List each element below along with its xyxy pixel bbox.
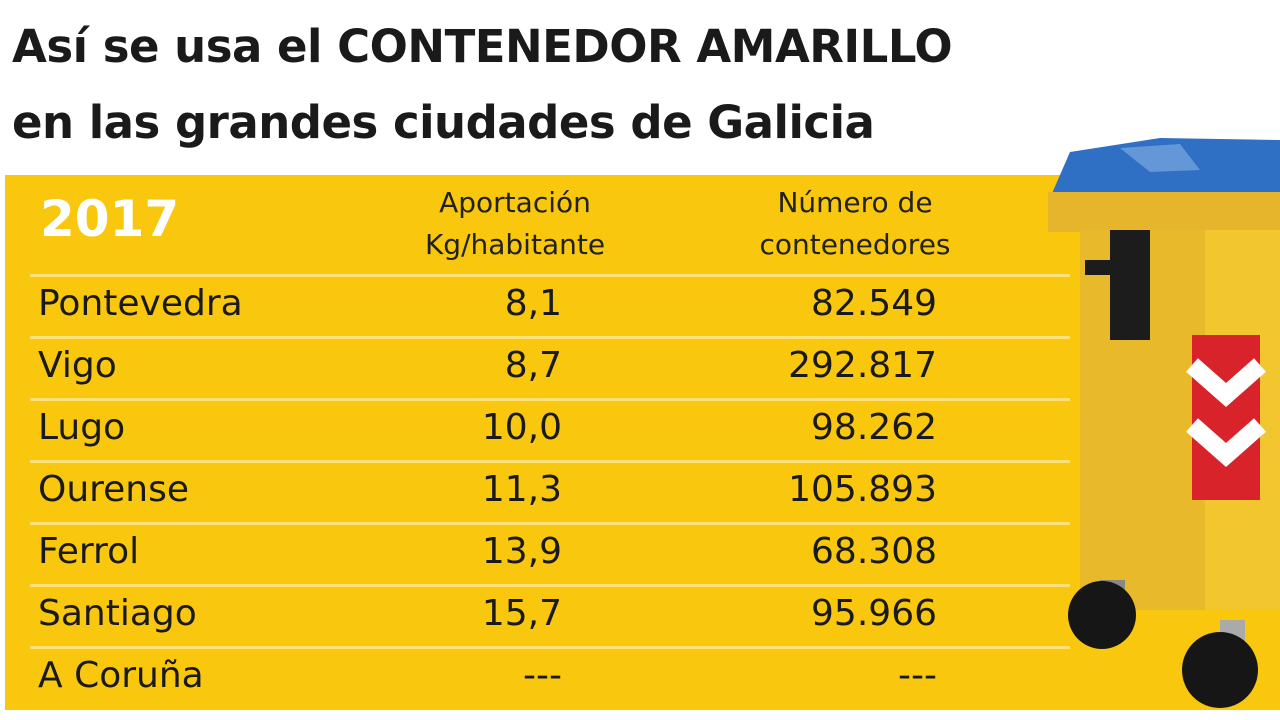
city-name: Ferrol <box>38 531 140 572</box>
table-row: Pontevedra 8,1 82.549 <box>30 274 1070 337</box>
table-row: Ourense 11,3 105.893 <box>30 460 1070 523</box>
kg-per-inhabitant: 8,7 <box>504 345 562 386</box>
table-row: Santiago 15,7 95.966 <box>30 584 1070 647</box>
kg-per-inhabitant: 8,1 <box>504 283 562 324</box>
city-name: Ourense <box>38 469 190 510</box>
kg-per-inhabitant: --- <box>523 655 562 696</box>
container-image <box>1048 138 1280 708</box>
header-line: Número de <box>777 186 933 219</box>
wheel-icon <box>1182 632 1258 708</box>
city-name: A Coruña <box>38 655 204 696</box>
container-rim <box>1048 192 1280 232</box>
table-panel <box>5 175 1280 710</box>
header-line: Kg/habitante <box>424 228 606 261</box>
container-handle <box>1110 230 1150 340</box>
container-count: 68.308 <box>811 531 937 572</box>
column-header-kg: Aportación Kg/habitante <box>385 182 645 266</box>
kg-per-inhabitant: 11,3 <box>481 469 562 510</box>
table-row: Vigo 8,7 292.817 <box>30 336 1070 399</box>
header-line: contenedores <box>759 228 951 261</box>
title-line-2: en las grandes ciudades de Galicia <box>12 96 875 149</box>
container-count: 292.817 <box>788 345 937 386</box>
container-count: 82.549 <box>811 283 937 324</box>
kg-per-inhabitant: 10,0 <box>481 407 562 448</box>
header-line: Aportación <box>439 186 591 219</box>
city-name: Vigo <box>38 345 117 386</box>
reflective-chevron <box>1186 335 1266 500</box>
city-name: Pontevedra <box>38 283 243 324</box>
kg-per-inhabitant: 13,9 <box>481 531 562 572</box>
kg-per-inhabitant: 15,7 <box>481 593 562 634</box>
container-count: 105.893 <box>788 469 937 510</box>
container-count: 95.966 <box>811 593 937 634</box>
table-row: A Coruña --- --- <box>30 646 1070 709</box>
container-count: --- <box>898 655 937 696</box>
city-name: Santiago <box>38 593 197 634</box>
wheel-icon <box>1068 581 1136 649</box>
table-row: Ferrol 13,9 68.308 <box>30 522 1070 585</box>
city-name: Lugo <box>38 407 126 448</box>
title-line-1: Así se usa el CONTENEDOR AMARILLO <box>12 20 953 73</box>
table-row: Lugo 10,0 98.262 <box>30 398 1070 461</box>
column-header-containers: Número de contenedores <box>715 182 995 266</box>
year-label: 2017 <box>40 190 180 248</box>
container-count: 98.262 <box>811 407 937 448</box>
